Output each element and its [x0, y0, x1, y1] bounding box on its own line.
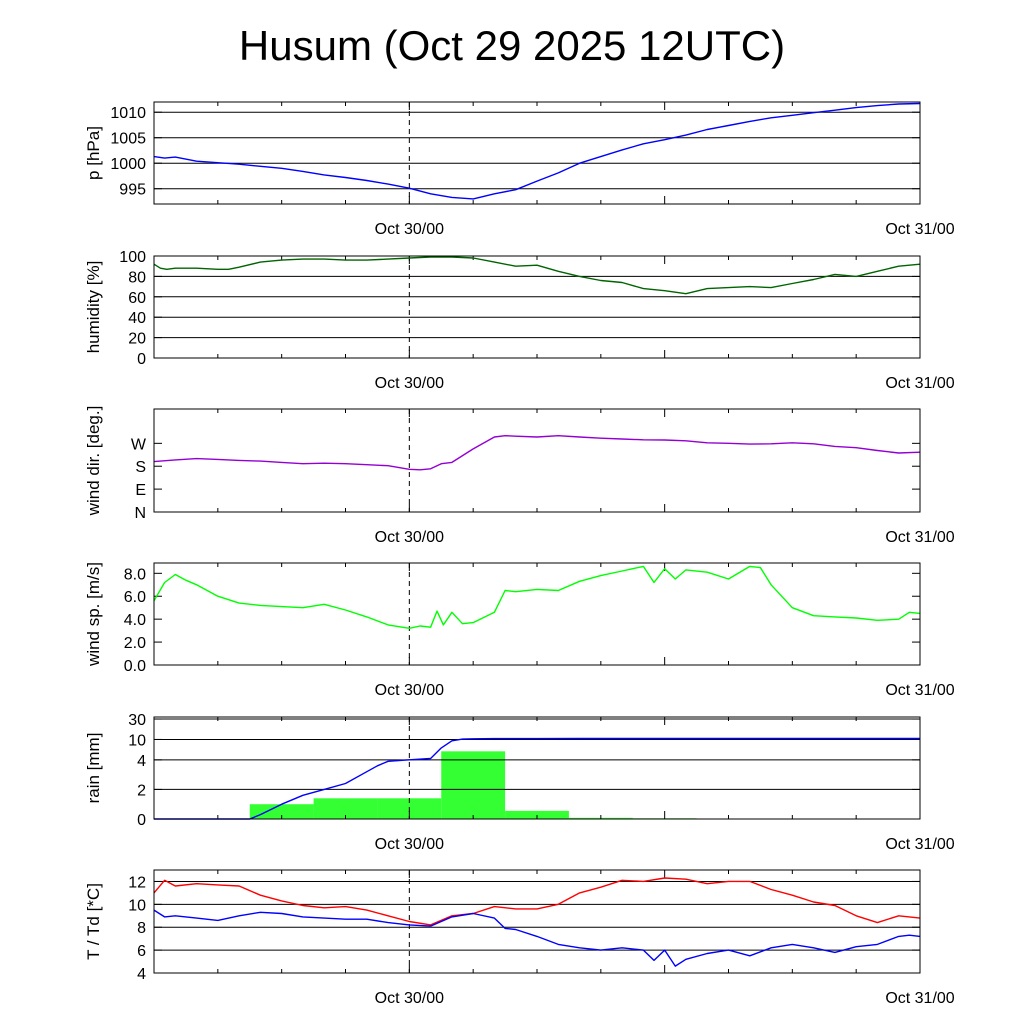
y-tick-label: E [135, 482, 146, 499]
plot-frame [153, 869, 921, 974]
series-line-dewpoint [153, 909, 921, 967]
x-tick-label: Oct 30/00 [375, 529, 444, 546]
chart-title: Husum (Oct 29 2025 12UTC) [238, 22, 786, 69]
rain-bar-1 [313, 798, 378, 819]
y-axis-label: p [hPa] [84, 126, 103, 180]
y-tick-label: 0 [137, 351, 146, 368]
x-tick-label: Oct 31/00 [885, 221, 954, 238]
series-line-wind_speed [153, 565, 921, 629]
y-axis-label: wind dir. [deg.] [84, 406, 103, 517]
y-tick-label: 2.0 [124, 635, 146, 652]
panel-pressure: 995 1000 1005 1010 Oct 30/00 Oct 31/00 p [hPa] [84, 101, 955, 238]
y-tick-label: 1005 [110, 131, 146, 148]
y-tick-label: 0 [137, 812, 146, 829]
x-tick-label: Oct 30/00 [375, 221, 444, 238]
y-axis-label: rain [mm] [84, 733, 103, 804]
x-tick-label: Oct 30/00 [375, 682, 444, 699]
x-tick-label: Oct 31/00 [885, 990, 954, 1007]
series-line-humidity [153, 256, 921, 295]
y-tick-label: N [134, 505, 146, 522]
series-line-wind_dir [153, 435, 921, 471]
y-tick-label: 6.0 [124, 589, 146, 606]
y-axis-label: wind sp. [m/s] [84, 562, 103, 667]
x-tick-label: Oct 30/00 [375, 836, 444, 853]
y-tick-label: 8.0 [124, 566, 146, 583]
y-tick-label: 8 [137, 920, 146, 937]
y-axis-label: T / Td [*C] [84, 883, 103, 960]
y-tick-label: S [135, 459, 146, 476]
rain-bar-3 [441, 751, 506, 819]
y-tick-label: 30 [128, 712, 146, 729]
y-axis-label: humidity [%] [84, 261, 103, 354]
x-tick-label: Oct 31/00 [885, 682, 954, 699]
y-tick-label: 20 [128, 331, 146, 348]
plot-frame [153, 255, 921, 359]
rain-bar-4 [505, 810, 569, 819]
y-tick-label: 1000 [110, 156, 146, 173]
y-tick-label: 12 [128, 874, 146, 891]
panel-humidity: 0 20 40 60 80 100 Oct 30/00 Oct 31/00 humidity [… [84, 249, 955, 392]
y-tick-label: 40 [128, 310, 146, 327]
x-tick-label: Oct 30/00 [375, 990, 444, 1007]
y-tick-label: 10 [128, 732, 146, 749]
y-tick-label: 995 [119, 182, 146, 199]
y-tick-label: 80 [128, 269, 146, 286]
panel-temperature: 4 6 8 10 12 Oct 30/00 Oct 31/00 T / Td [*C] [84, 869, 955, 1007]
y-tick-label: 60 [128, 290, 146, 307]
panel-wind_speed: 0.0 2.0 4.0 6.0 8.0 Oct 30/00 Oct 31/00 wind sp… [84, 562, 955, 699]
panel-rain: 0 2 4 10 30 Oct 30/00 Oct 31/00 rain [mm] [84, 712, 955, 853]
y-tick-label: 1010 [110, 105, 146, 122]
y-tick-label: 0.0 [124, 658, 146, 675]
plot-frame [153, 408, 921, 513]
y-tick-label: 4 [137, 753, 146, 770]
plot-frame [153, 101, 921, 205]
y-tick-label: W [131, 436, 147, 453]
rain-bar-0 [249, 804, 314, 819]
y-tick-label: 4 [137, 966, 146, 983]
y-tick-label: 2 [137, 782, 146, 799]
y-tick-label: 100 [119, 249, 146, 266]
x-tick-label: Oct 30/00 [375, 375, 444, 392]
series-line-rain_line [154, 737, 920, 820]
series-line-temperature [153, 877, 921, 926]
y-tick-label: 4.0 [124, 612, 146, 629]
plot-frame [153, 562, 921, 666]
series-line-pressure [153, 102, 921, 200]
y-tick-label: 6 [137, 943, 146, 960]
plot-frame [153, 716, 921, 820]
y-tick-label: 10 [128, 897, 146, 914]
x-tick-label: Oct 31/00 [885, 375, 954, 392]
x-tick-label: Oct 31/00 [885, 529, 954, 546]
x-tick-label: Oct 31/00 [885, 836, 954, 853]
